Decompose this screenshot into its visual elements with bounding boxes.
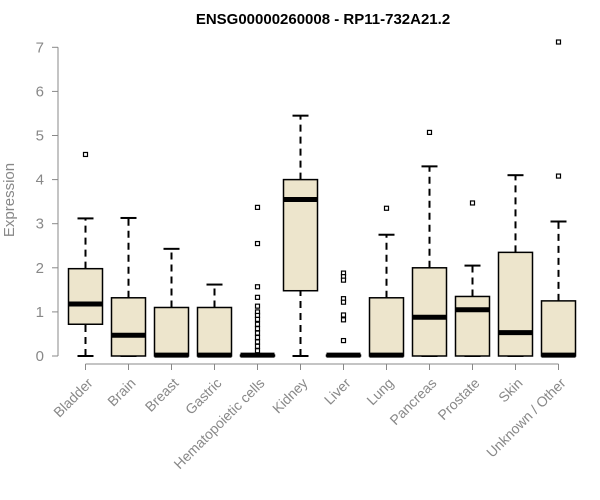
- outlier-point: [254, 343, 261, 349]
- y-tick-label: 4: [36, 172, 44, 189]
- outlier-point: [340, 277, 347, 283]
- y-tick-label: 6: [36, 83, 44, 100]
- box-iqr: [368, 297, 405, 357]
- box-iqr: [153, 306, 190, 357]
- outlier-point: [254, 294, 261, 300]
- outlier-point: [555, 39, 562, 45]
- x-tick-label: Pancreas: [386, 375, 439, 428]
- outlier-point: [426, 129, 433, 136]
- y-tick-label: 7: [36, 39, 44, 56]
- box-prostate: [454, 200, 491, 357]
- outlier-point: [254, 339, 261, 345]
- outlier-point: [254, 330, 261, 336]
- outlier-point: [254, 204, 261, 210]
- outlier-point: [383, 205, 390, 211]
- box-kidney: [282, 114, 319, 357]
- x-tick-label: Liver: [321, 375, 354, 408]
- outlier-point: [340, 312, 347, 318]
- box-liver: [325, 270, 362, 358]
- box-bladder: [67, 151, 104, 357]
- box-lung: [368, 205, 405, 358]
- outlier-point: [254, 334, 261, 341]
- box-iqr: [411, 267, 448, 357]
- outlier-point: [340, 337, 347, 344]
- box-pancreas: [411, 129, 448, 357]
- x-tick-label: Breast: [142, 375, 182, 415]
- outlier-point: [254, 303, 261, 309]
- outlier-point: [340, 299, 347, 305]
- y-tick-label: 3: [36, 216, 44, 233]
- box-iqr: [67, 267, 104, 325]
- outlier-point: [254, 284, 261, 290]
- x-tick-label: Kidney: [269, 375, 311, 417]
- y-tick-label: 2: [36, 260, 44, 277]
- box-brain: [110, 216, 147, 357]
- outlier-point: [254, 316, 261, 322]
- outlier-point: [254, 321, 261, 327]
- x-tick-label: Brain: [104, 375, 138, 409]
- x-tick-label: Bladder: [50, 375, 96, 421]
- outlier-point: [340, 317, 347, 323]
- box-iqr: [540, 300, 577, 357]
- outlier-point: [254, 326, 261, 332]
- outlier-point: [555, 173, 562, 179]
- box-iqr: [196, 306, 233, 357]
- box-hematopoietic-cells: [239, 204, 276, 358]
- outlier-point: [254, 240, 261, 247]
- x-tick-label: Lung: [363, 375, 396, 408]
- box-iqr: [282, 178, 319, 292]
- outlier-point: [82, 151, 89, 158]
- box-iqr: [497, 251, 534, 357]
- box-iqr: [454, 295, 491, 357]
- x-tick-label: Prostate: [434, 375, 482, 423]
- box-unknown-other: [540, 39, 577, 358]
- box-skin: [497, 174, 534, 357]
- box-breast: [153, 247, 190, 358]
- y-axis: 0 1 2 3 4 5 6 7: [36, 39, 59, 365]
- box-gastric: [196, 283, 233, 358]
- chart-title: ENSG00000260008 - RP11-732A21.2: [196, 11, 450, 28]
- outlier-point: [469, 200, 476, 206]
- y-tick-label: 0: [36, 348, 44, 365]
- box-group: [67, 39, 577, 358]
- y-tick-label: 1: [36, 304, 44, 321]
- y-tick-label: 5: [36, 128, 44, 145]
- y-axis-label: Expression: [1, 163, 18, 237]
- x-tick-label: Skin: [495, 375, 526, 406]
- box-iqr: [110, 297, 147, 357]
- x-tick-label: Unknown / Other: [483, 375, 569, 461]
- x-tick-label: Gastric: [182, 375, 225, 418]
- outlier-point: [254, 348, 261, 354]
